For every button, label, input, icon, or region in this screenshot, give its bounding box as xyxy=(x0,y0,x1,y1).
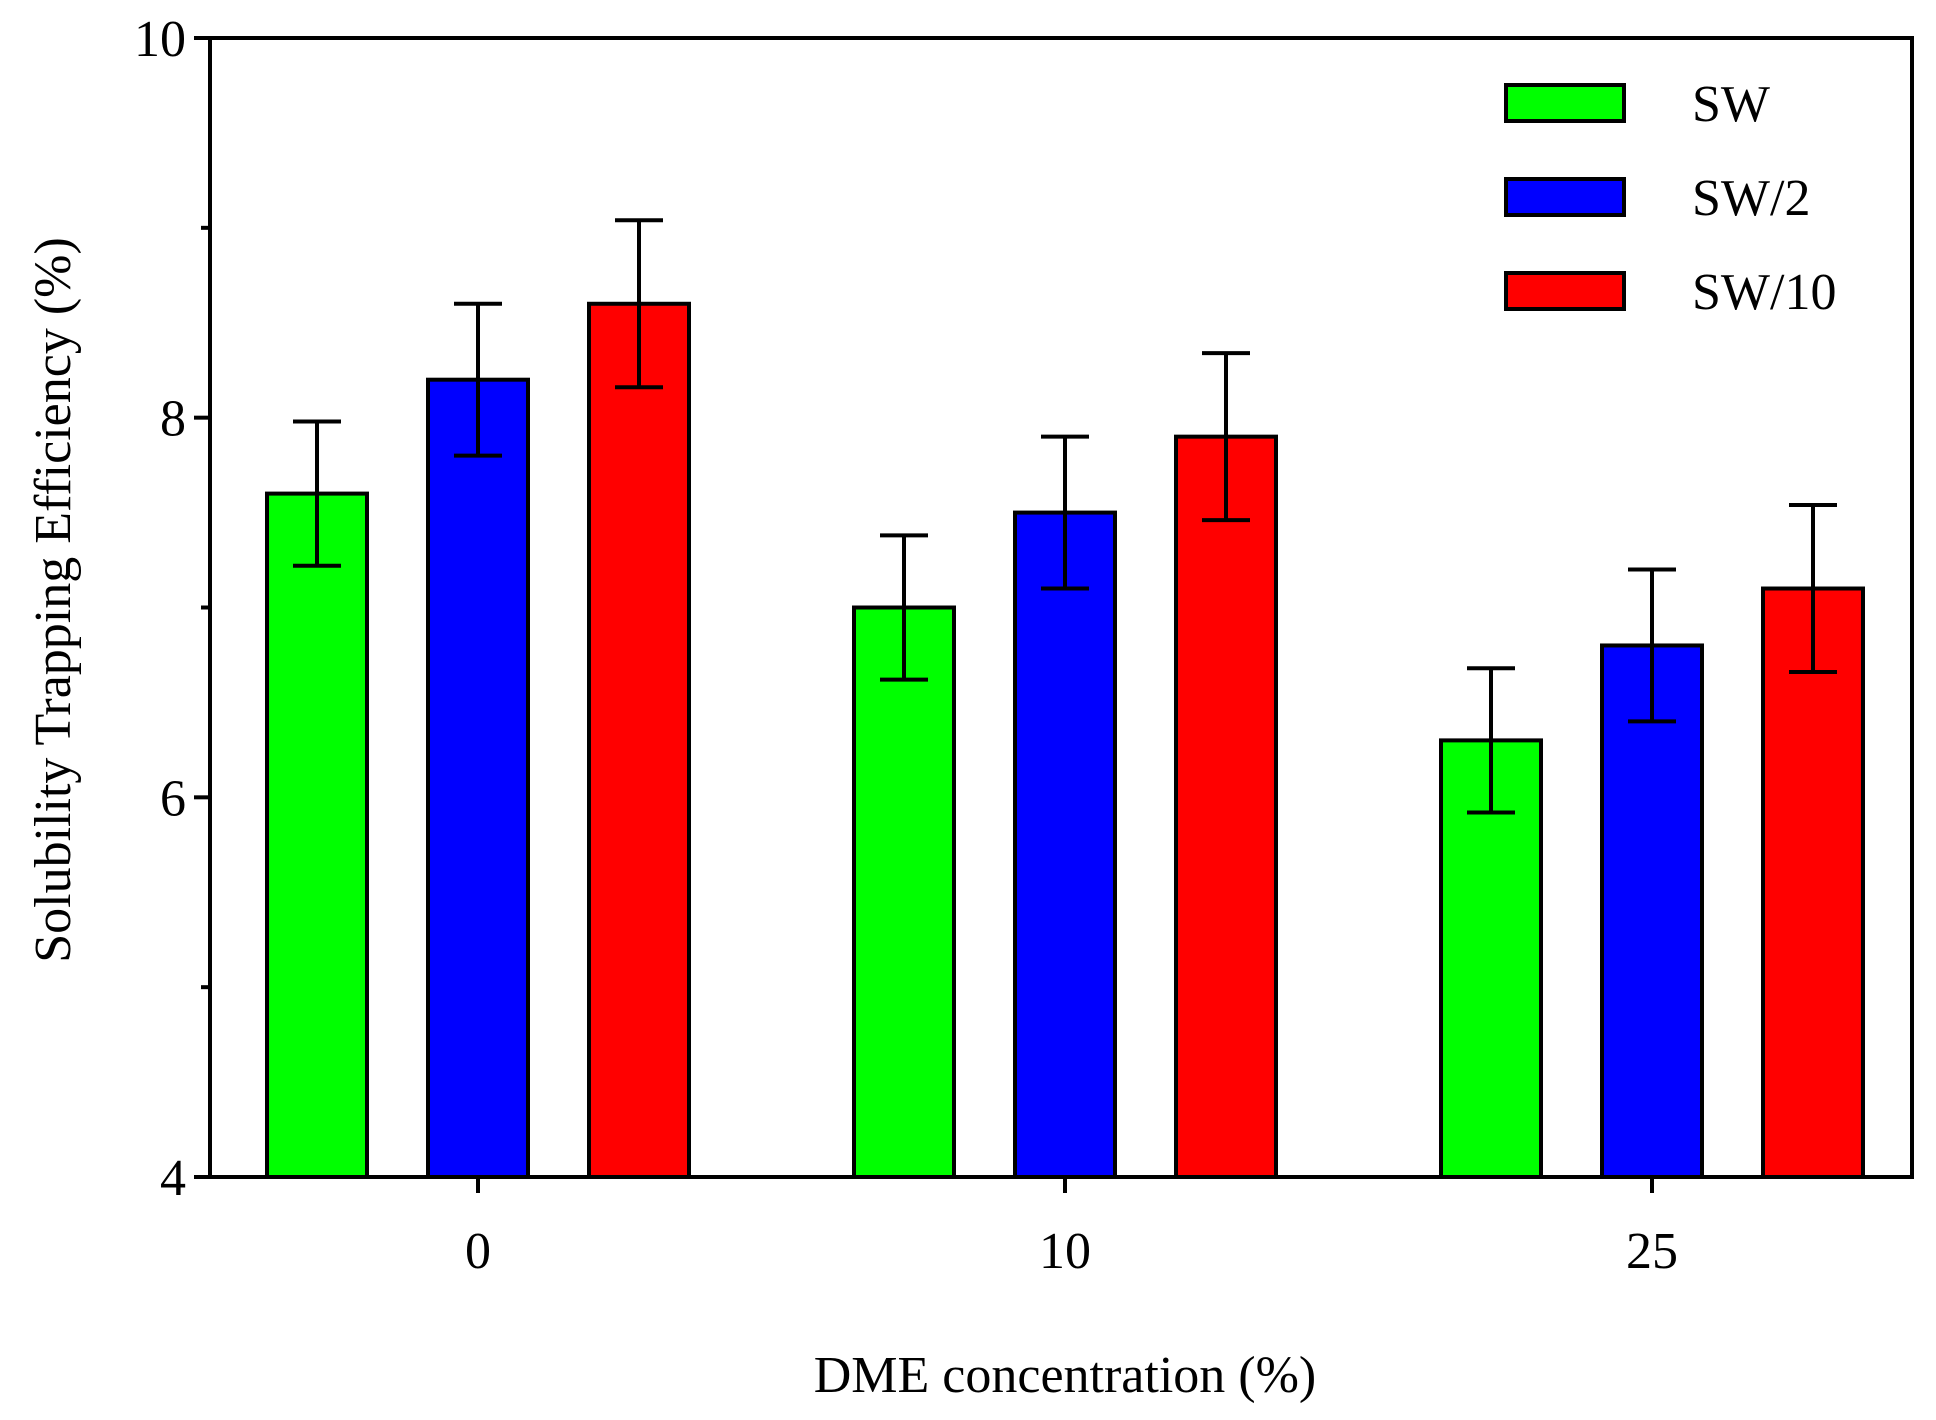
y-axis-title: Solubility Trapping Efficiency (%) xyxy=(25,237,82,963)
y-tick-label: 6 xyxy=(160,770,186,827)
legend-swatch-sw-2 xyxy=(1504,177,1626,217)
bar-sw-2-10 xyxy=(1013,510,1117,1179)
bar-sw-10 xyxy=(852,605,956,1179)
legend-label: SW xyxy=(1692,76,1770,133)
bar-sw-2-0 xyxy=(426,377,530,1179)
axes-layer: 4 6 8 10 0 10 25 xyxy=(134,11,1914,1280)
y-tick-label: 8 xyxy=(160,391,186,448)
legend-label: SW/10 xyxy=(1692,264,1836,321)
legend-label: SW/2 xyxy=(1692,170,1810,227)
y-tick-label: 10 xyxy=(134,11,186,68)
legend-swatch-sw-10 xyxy=(1504,271,1626,311)
x-tick-label: 25 xyxy=(1626,1223,1678,1280)
bar-sw-10-0 xyxy=(587,301,691,1179)
x-axis-title: DME concentration (%) xyxy=(814,1347,1316,1404)
bar-sw-0 xyxy=(265,491,369,1180)
legend-swatch-sw xyxy=(1504,83,1626,123)
bars-layer xyxy=(265,218,1865,1180)
bar-sw-10-10 xyxy=(1174,434,1278,1179)
x-tick-label: 0 xyxy=(465,1223,491,1280)
x-tick-label: 10 xyxy=(1039,1223,1091,1280)
legend: SW SW/2 SW/10 xyxy=(1504,76,1836,321)
bar-sw-2-25 xyxy=(1600,643,1704,1179)
y-tick-label: 4 xyxy=(160,1150,186,1207)
bar-sw-10-25 xyxy=(1761,586,1865,1179)
